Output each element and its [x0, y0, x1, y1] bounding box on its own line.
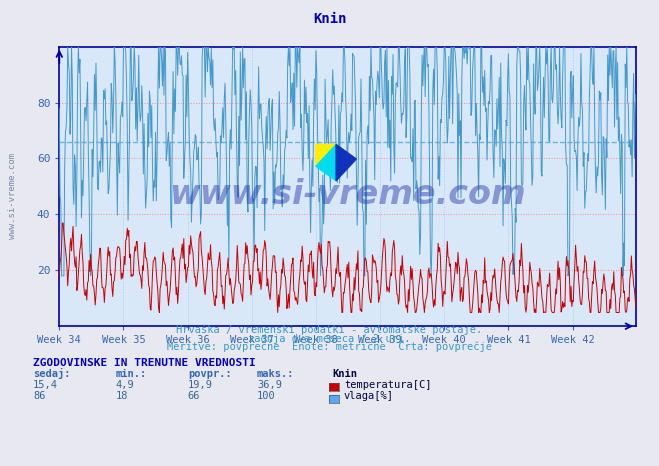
Text: Knin: Knin [313, 12, 346, 26]
Text: 19,9: 19,9 [188, 380, 213, 390]
Text: www.si-vreme.com: www.si-vreme.com [169, 178, 526, 211]
Text: temperatura[C]: temperatura[C] [344, 380, 432, 390]
Text: Knin: Knin [333, 369, 358, 378]
Text: maks.:: maks.: [257, 369, 295, 378]
Text: Meritve: povprečne  Enote: metrične  Črta: povprečje: Meritve: povprečne Enote: metrične Črta:… [167, 340, 492, 352]
Text: povpr.:: povpr.: [188, 369, 231, 378]
Text: 100: 100 [257, 391, 275, 401]
Text: 15,4: 15,4 [33, 380, 58, 390]
Text: zadnja dva meseca / 2 uri.: zadnja dva meseca / 2 uri. [248, 334, 411, 343]
Text: 4,9: 4,9 [115, 380, 134, 390]
Text: 86: 86 [33, 391, 45, 401]
Polygon shape [316, 144, 336, 166]
Text: min.:: min.: [115, 369, 146, 378]
Polygon shape [336, 144, 357, 181]
Polygon shape [316, 144, 336, 181]
Text: Hrvaška / vremenski podatki - avtomatske postaje.: Hrvaška / vremenski podatki - avtomatske… [177, 325, 482, 335]
Text: vlaga[%]: vlaga[%] [344, 391, 394, 401]
Text: www.si-vreme.com: www.si-vreme.com [8, 153, 17, 239]
Text: sedaj:: sedaj: [33, 368, 71, 378]
Text: ZGODOVINSKE IN TRENUTNE VREDNOSTI: ZGODOVINSKE IN TRENUTNE VREDNOSTI [33, 358, 256, 368]
Text: 36,9: 36,9 [257, 380, 282, 390]
Text: 66: 66 [188, 391, 200, 401]
Text: 18: 18 [115, 391, 128, 401]
